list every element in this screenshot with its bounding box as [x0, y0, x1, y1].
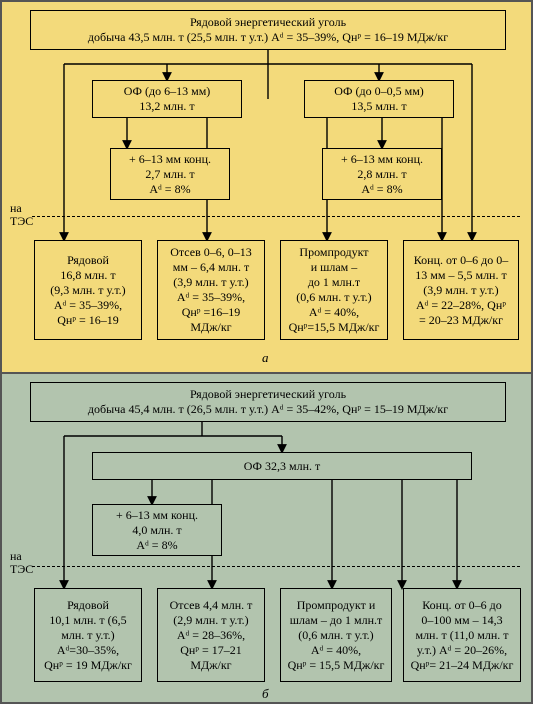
text: Промпродукт и — [297, 598, 376, 613]
a-out1: Рядовой 16,8 млн. т (9,3 млн. т у.т.) Aᵈ… — [34, 240, 142, 340]
text: Aᵈ = 35–39%, — [177, 290, 245, 305]
text: добыча 45,4 млн. т (26,5 млн. т у.т.) Aᵈ… — [88, 402, 448, 417]
text: Aᵈ = 8% — [361, 182, 402, 197]
b-side-label: на ТЭС — [10, 550, 33, 576]
text: Qнᵖ= 21–24 МДж/кг — [411, 658, 514, 673]
text: МДж/кг — [190, 658, 231, 673]
b-out1: Рядовой 10,1 млн. т (6,5 млн. т у.т.) Aᵈ… — [34, 588, 142, 682]
text: Рядовой — [67, 253, 109, 268]
panel-a: Рядовой энергетический уголь добыча 43,5… — [1, 1, 532, 373]
b-top: Рядовой энергетический уголь добыча 45,4… — [30, 382, 506, 422]
text: (3,9 млн. т у.т.) — [173, 275, 248, 290]
text: Рядовой энергетический уголь — [190, 387, 346, 402]
a-conc-left: + 6–13 мм конц. 2,7 млн. т Aᵈ = 8% — [110, 148, 230, 200]
text: = 20–23 МДж/кг — [419, 313, 503, 328]
text: Aᵈ = 40%, — [311, 643, 361, 658]
a-out3: Промпродукт и шлам – до 1 млн.т (0,6 млн… — [280, 240, 388, 340]
text: Промпродукт — [299, 245, 368, 260]
text: Конц. от 0–6 до — [422, 598, 501, 613]
text: (9,3 млн. т у.т.) — [50, 283, 125, 298]
text: + 6–13 мм конц. — [341, 152, 423, 167]
b-dashed — [32, 566, 520, 567]
text: Qнᵖ =16–19 — [182, 305, 241, 320]
a-of-right: ОФ (до 0–0,5 мм) 13,5 млн. т — [304, 80, 454, 118]
text: (0,6 млн. т у.т.) — [298, 628, 373, 643]
text: и шлам – — [311, 260, 358, 275]
text: у.т.) Aᵈ = 20–26%, — [417, 643, 507, 658]
text: ТЭС — [10, 563, 33, 576]
a-out4: Конц. от 0–6 до 0– 13 мм – 5,5 млн. т (3… — [403, 240, 519, 340]
text: 13,5 млн. т — [351, 99, 406, 114]
a-side-label: на ТЭС — [10, 202, 33, 228]
text: добыча 43,5 млн. т (25,5 млн. т у.т.) Aᵈ… — [88, 30, 448, 45]
text: + 6–13 мм конц. — [129, 152, 211, 167]
text: ТЭС — [10, 215, 33, 228]
b-out4: Конц. от 0–6 до 0–100 мм – 14,3 млн. т (… — [403, 588, 521, 682]
b-of: ОФ 32,3 млн. т — [92, 452, 472, 480]
text: (0,6 млн. т у.т.) — [296, 290, 371, 305]
text: Aᵈ=30–35%, — [57, 643, 119, 658]
text: 4,0 млн. т — [132, 523, 181, 538]
text: Отсев 4,4 млн. т — [170, 598, 253, 613]
b-out3: Промпродукт и шлам – до 1 млн.т (0,6 млн… — [280, 588, 392, 682]
text: Рядовой — [67, 598, 109, 613]
text: МДж/кг — [190, 320, 231, 335]
text: Aᵈ = 8% — [136, 538, 177, 553]
text: ОФ (до 0–0,5 мм) — [334, 84, 424, 99]
a-caption: а — [262, 350, 269, 366]
text: Отсев 0–6, 0–13 — [170, 245, 252, 260]
a-dashed — [32, 216, 520, 217]
a-of-left: ОФ (до 6–13 мм) 13,2 млн. т — [92, 80, 242, 118]
b-out2: Отсев 4,4 млн. т (2,9 млн. т у.т.) Aᵈ = … — [157, 588, 265, 682]
text: (2,9 млн. т у.т.) — [173, 613, 248, 628]
text: млн. т (11,0 млн. т — [415, 628, 508, 643]
text: Qнᵖ = 19 МДж/кг — [44, 658, 132, 673]
text: Qнᵖ = 16–19 — [57, 313, 119, 328]
text: ОФ 32,3 млн. т — [244, 459, 321, 474]
text: Aᵈ = 22–28%, Qнᵖ — [416, 298, 506, 313]
text: Aᵈ = 28–36%, — [177, 628, 245, 643]
text: 13,2 млн. т — [139, 99, 194, 114]
page: Рядовой энергетический уголь добыча 43,5… — [0, 0, 533, 704]
text: 2,7 млн. т — [145, 167, 194, 182]
text: мм – 6,4 млн. т — [173, 260, 249, 275]
text: 16,8 млн. т — [60, 268, 115, 283]
panel-b: Рядовой энергетический уголь добыча 45,4… — [1, 373, 532, 703]
text: 13 мм – 5,5 млн. т — [415, 268, 506, 283]
text: Aᵈ = 8% — [149, 182, 190, 197]
a-top: Рядовой энергетический уголь добыча 43,5… — [30, 10, 506, 50]
text: + 6–13 мм конц. — [116, 508, 198, 523]
a-conc-right: + 6–13 мм конц. 2,8 млн. т Aᵈ = 8% — [322, 148, 442, 200]
a-out2: Отсев 0–6, 0–13 мм – 6,4 млн. т (3,9 млн… — [157, 240, 265, 340]
text: 0–100 мм – 14,3 — [421, 613, 502, 628]
text: (3,9 млн. т у.т.) — [423, 283, 498, 298]
text: Qнᵖ = 15,5 МДж/кг — [288, 658, 385, 673]
text: Конц. от 0–6 до 0– — [414, 253, 508, 268]
text: Qнᵖ = 17–21 — [180, 643, 242, 658]
text: Рядовой энергетический уголь — [190, 15, 346, 30]
text: млн. т у.т.) — [61, 628, 114, 643]
text: Aᵈ = 40%, — [309, 305, 359, 320]
b-caption: б — [262, 686, 269, 702]
text: Qнᵖ=15,5 МДж/кг — [289, 320, 380, 335]
text: Aᵈ = 35–39%, — [54, 298, 122, 313]
text: 10,1 млн. т (6,5 — [49, 613, 126, 628]
text: 2,8 млн. т — [357, 167, 406, 182]
text: до 1 млн.т — [308, 275, 360, 290]
text: ОФ (до 6–13 мм) — [124, 84, 211, 99]
text: шлам – до 1 млн.т — [290, 613, 383, 628]
b-conc: + 6–13 мм конц. 4,0 млн. т Aᵈ = 8% — [92, 504, 222, 556]
